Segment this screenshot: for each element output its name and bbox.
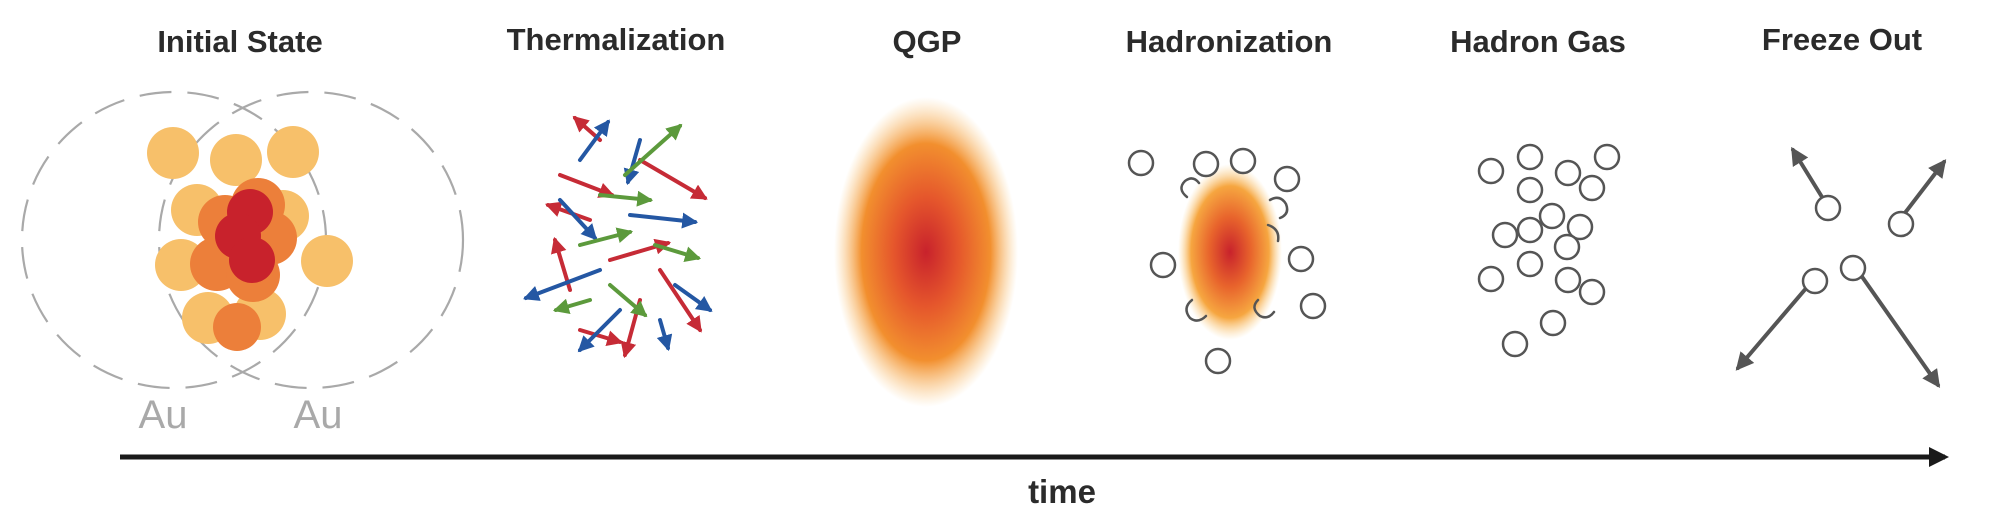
- hadronization-panel: [1127, 147, 1327, 375]
- freeze-out-panel: [1735, 146, 1947, 388]
- collision-core: [215, 189, 275, 283]
- gluon-arrows-blue: [523, 119, 713, 353]
- initial-state-panel: Au Au: [20, 90, 465, 437]
- title-qgp: QGP: [893, 24, 962, 59]
- hadron: [1516, 176, 1544, 204]
- hadron: [1501, 330, 1529, 358]
- qgp-panel: [834, 97, 1018, 407]
- gluon-arrows-red: [544, 115, 708, 359]
- hadron: [1491, 221, 1519, 249]
- title-freeze-out: Freeze Out: [1762, 22, 1922, 57]
- string-fragments: [1180, 177, 1289, 322]
- time-axis-label: time: [1028, 473, 1096, 510]
- thermalization-panel: [523, 115, 713, 359]
- hadron: [1553, 233, 1581, 261]
- title-hadronization: Hadronization: [1126, 24, 1333, 59]
- title-thermalization: Thermalization: [507, 22, 726, 57]
- title-initial-state: Initial State: [157, 24, 322, 59]
- hadron: [1566, 213, 1594, 241]
- hadron: [1593, 143, 1621, 171]
- hadron: [1538, 202, 1566, 230]
- hadron-gas-panel: [1477, 143, 1621, 358]
- hadron: [1516, 143, 1544, 171]
- hadron: [1516, 250, 1544, 278]
- gluon-arrows-green: [552, 123, 702, 318]
- nucleus-right-outline: [157, 90, 465, 390]
- hadron: [1477, 157, 1505, 185]
- nucleus-label-left: Au: [139, 393, 188, 437]
- hadronizing-plasma-blob: [1178, 164, 1282, 340]
- nucleus-label-right: Au: [294, 393, 343, 437]
- hadron: [1578, 174, 1606, 202]
- hadron: [1578, 278, 1606, 306]
- freeze-out-hadron: [1801, 267, 1829, 295]
- quark-gluon-plasma-blob: [834, 97, 1018, 407]
- freeze-out-arrow-down-left: [1735, 284, 1810, 371]
- hadronization-hadrons: [1127, 147, 1327, 375]
- freeze-out-arrow-down-right: [1856, 269, 1941, 388]
- title-hadron-gas: Hadron Gas: [1450, 24, 1626, 59]
- freeze-out-hadron: [1839, 254, 1867, 282]
- freeze-out-hadron: [1887, 210, 1915, 238]
- hadron: [1539, 309, 1567, 337]
- hadron: [1516, 216, 1544, 244]
- hadron: [1554, 266, 1582, 294]
- hadron: [1477, 265, 1505, 293]
- freeze-out-hadron: [1814, 194, 1842, 222]
- hadron: [1554, 159, 1582, 187]
